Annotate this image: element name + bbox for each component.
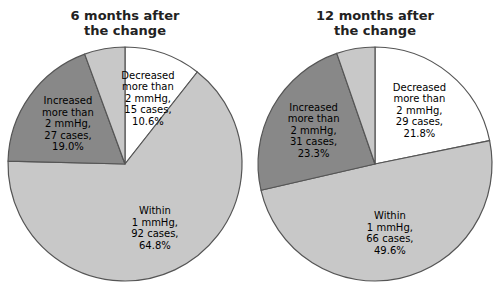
slices: [258, 47, 492, 281]
slices: [8, 47, 242, 281]
pie-slice: [8, 72, 242, 281]
data-label: Increasedmore than2 mmHg,27 cases,19.0%: [42, 95, 94, 152]
pie-slice: [337, 47, 375, 164]
pie-chart: 6 months afterthe change Decreasedmore th…: [8, 7, 242, 281]
data-labels: Decreasedmore than2 mmHg,15 cases,10.6% W…: [42, 69, 178, 250]
chart-title: 6 months afterthe change: [71, 7, 180, 37]
data-label: Decreasedmore than2 mmHg,29 cases,21.8%: [393, 81, 446, 138]
data-label: Decreasedmore than2 mmHg,15 cases,10.6%: [121, 69, 174, 126]
figure: 6 months afterthe change Decreasedmore th…: [0, 0, 500, 305]
data-label: Increasedmore than2 mmHg,31 cases,23.3%: [288, 101, 340, 158]
pie-chart: 12 months afterthe change Decreasedmore t…: [258, 7, 492, 281]
data-label: Within1 mmHg,92 cases,64.8%: [131, 205, 178, 251]
data-label: Within1 mmHg,66 cases,49.6%: [366, 210, 413, 256]
chart-title: 12 months afterthe change: [316, 7, 435, 37]
data-labels: Decreasedmore than2 mmHg,29 cases,21.8% W…: [288, 81, 446, 255]
